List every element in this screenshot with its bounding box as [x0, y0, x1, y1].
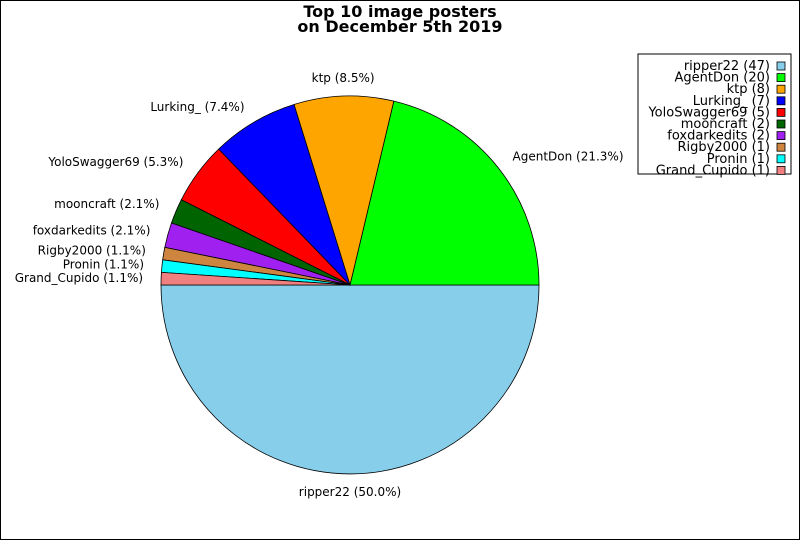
legend-swatch-grand-cupido: [776, 165, 786, 175]
legend-label-agentdon: AgentDon (20): [674, 71, 770, 86]
slice-label-foxdarkedits: foxdarkedits (2.1%): [33, 223, 151, 237]
legend-swatch-ripper22: [776, 61, 786, 71]
slice-label-pronin: Pronin (1.1%): [63, 257, 144, 271]
legend-swatch-rigby2000: [776, 142, 786, 152]
legend-items: ripper22 (47)AgentDon (20)ktp (8)Lurking…: [647, 59, 786, 178]
pie-slice-ktp: [293, 95, 395, 287]
legend-label-rigby2000: Rigby2000 (1): [678, 140, 770, 155]
legend-label-ripper22: ripper22 (47): [684, 59, 770, 74]
legend-box: [637, 53, 792, 175]
slice-label-rigby2000: Rigby2000 (1.1%): [38, 244, 146, 258]
legend-swatch-yoloswagger69: [776, 108, 786, 117]
legend-swatch-mooncraft: [776, 119, 786, 129]
slice-label-ripper22: ripper22 (50.0%): [299, 485, 401, 499]
slice-label-mooncraft: mooncraft (2.1%): [54, 197, 159, 211]
legend: ripper22 (47)AgentDon (20)ktp (8)Lurking…: [637, 53, 792, 178]
pie-slice-ripper22: [160, 284, 540, 475]
legend-label-yoloswagger69: YoloSwagger69 (5): [647, 105, 770, 120]
legend-label-foxdarkedits: foxdarkedits (2): [667, 129, 770, 144]
slice-label-yoloswagger69: YoloSwagger69 (5.3%): [47, 155, 183, 169]
legend-swatch-agentdon: [776, 73, 786, 82]
legend-label-mooncraft: mooncraft (2): [681, 117, 770, 132]
legend-label-ktp: ktp (8): [727, 82, 770, 97]
legend-swatch-lurking-: [776, 96, 786, 106]
legend-label-grand-cupido: Grand_Cupido (1): [656, 163, 770, 178]
legend-swatch-pronin: [776, 154, 786, 164]
slice-label-grand-cupido: Grand_Cupido (1.1%): [15, 271, 143, 285]
chart-title-line1: Top 10 image posters: [303, 2, 496, 21]
legend-label-pronin: Pronin (1): [707, 152, 770, 167]
slice-label-lurking-: Lurking_ (7.4%): [150, 100, 244, 114]
legend-swatch-ktp: [776, 84, 786, 94]
slice-label-agentdon: AgentDon (21.3%): [513, 150, 624, 164]
chart-title-line2: on December 5th 2019: [297, 17, 502, 36]
pie-slices: [160, 95, 540, 475]
legend-swatch-foxdarkedits: [776, 131, 786, 141]
slice-labels: ripper22 (50.0%) AgentDon (21.3%) ktp (8.5…: [15, 71, 624, 499]
legend-label-lurking-: Lurking_ (7): [693, 94, 770, 109]
slice-label-ktp: ktp (8.5%): [312, 71, 375, 85]
pie-slice-grand-cupido: [160, 271, 351, 286]
pie-slice-agentdon: [349, 100, 540, 286]
